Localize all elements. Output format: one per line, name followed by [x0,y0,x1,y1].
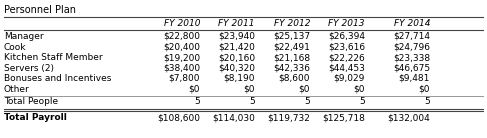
Text: $26,394: $26,394 [328,32,365,41]
Text: 5: 5 [304,97,310,106]
Text: $7,800: $7,800 [169,74,200,83]
Text: $20,400: $20,400 [163,43,200,51]
Text: $25,137: $25,137 [273,32,310,41]
Text: $23,940: $23,940 [218,32,255,41]
Text: $22,491: $22,491 [273,43,310,51]
Text: $23,616: $23,616 [328,43,365,51]
Text: $132,004: $132,004 [387,113,430,122]
Text: $46,675: $46,675 [393,63,430,72]
Text: $20,160: $20,160 [218,53,255,62]
Text: Total Payroll: Total Payroll [4,113,67,122]
Text: Servers (2): Servers (2) [4,63,54,72]
Text: $44,453: $44,453 [328,63,365,72]
Text: 5: 5 [194,97,200,106]
Text: Other: Other [4,84,30,94]
Text: FY 2014: FY 2014 [393,19,430,28]
Text: $22,800: $22,800 [163,32,200,41]
Text: Cook: Cook [4,43,26,51]
Text: $0: $0 [299,84,310,94]
Text: $24,796: $24,796 [393,43,430,51]
Text: FY 2013: FY 2013 [329,19,365,28]
Text: $22,226: $22,226 [328,53,365,62]
Text: FY 2011: FY 2011 [219,19,255,28]
Text: $0: $0 [418,84,430,94]
Text: 5: 5 [249,97,255,106]
Text: $0: $0 [244,84,255,94]
Text: $23,338: $23,338 [393,53,430,62]
Text: Manager: Manager [4,32,44,41]
Text: $21,420: $21,420 [218,43,255,51]
Text: $40,320: $40,320 [218,63,255,72]
Text: $38,400: $38,400 [163,63,200,72]
Text: 5: 5 [424,97,430,106]
Text: $9,029: $9,029 [334,74,365,83]
Text: $8,190: $8,190 [224,74,255,83]
Text: $27,714: $27,714 [393,32,430,41]
Text: Personnel Plan: Personnel Plan [4,5,76,15]
Text: 5: 5 [359,97,365,106]
Text: FY 2012: FY 2012 [274,19,310,28]
Text: Kitchen Staff Member: Kitchen Staff Member [4,53,103,62]
Text: $125,718: $125,718 [322,113,365,122]
Text: $42,336: $42,336 [273,63,310,72]
Text: FY 2010: FY 2010 [164,19,200,28]
Text: Total People: Total People [4,97,58,106]
Text: $9,481: $9,481 [399,74,430,83]
Text: $0: $0 [354,84,365,94]
Text: $114,030: $114,030 [212,113,255,122]
Text: $8,600: $8,600 [279,74,310,83]
Text: $21,168: $21,168 [273,53,310,62]
Text: $19,200: $19,200 [163,53,200,62]
Text: Bonuses and Incentives: Bonuses and Incentives [4,74,112,83]
Text: $0: $0 [188,84,200,94]
Text: $108,600: $108,600 [157,113,200,122]
Text: $119,732: $119,732 [267,113,310,122]
